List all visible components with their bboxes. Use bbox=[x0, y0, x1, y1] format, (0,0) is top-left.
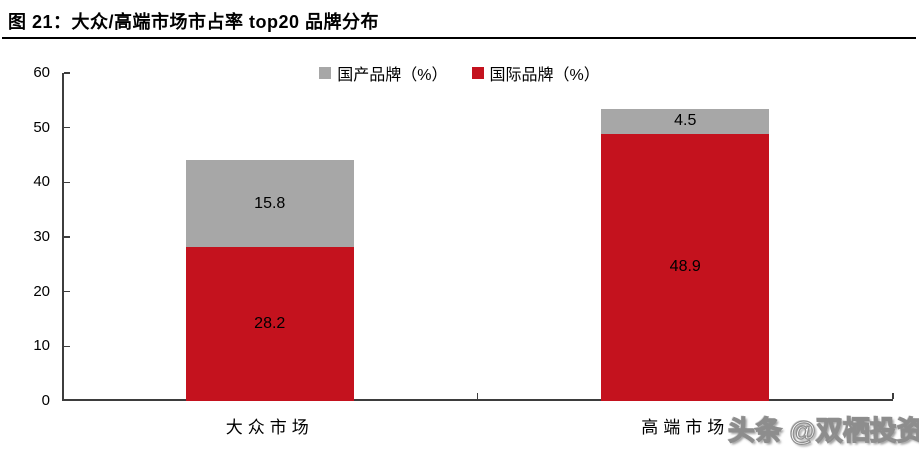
x-axis-tick-2 bbox=[892, 393, 894, 400]
y-axis-label-0: 0 bbox=[41, 392, 50, 409]
watermark: 头条 @双栖投资 bbox=[727, 415, 919, 446]
bar-value-premium-market-domestic: 4.5 bbox=[674, 112, 697, 130]
y-axis-tick-20 bbox=[63, 290, 70, 293]
bar-segment-premium-market-domestic bbox=[601, 109, 770, 134]
bar-value-premium-market-international: 48.9 bbox=[669, 258, 701, 276]
figure-title: 图 21：大众/高端市场市占率 top20 品牌分布 bbox=[8, 12, 380, 32]
y-axis-label-40: 40 bbox=[33, 173, 50, 191]
legend-swatch-domestic bbox=[319, 67, 332, 79]
legend-item-international: 国际品牌（%） bbox=[471, 61, 600, 85]
x-axis-tick-1 bbox=[476, 393, 479, 400]
x-axis bbox=[62, 399, 893, 401]
y-axis-tick-40 bbox=[63, 181, 70, 184]
legend-label-domestic: 国产品牌（%） bbox=[337, 67, 448, 84]
y-axis-tick-30 bbox=[63, 236, 70, 238]
y-axis-tick-60 bbox=[63, 72, 70, 74]
bar-segment-mass-market-domestic bbox=[185, 160, 354, 247]
y-axis-label-60: 60 bbox=[33, 64, 50, 81]
bar-segment-premium-market-international bbox=[601, 133, 770, 401]
y-axis-label-50: 50 bbox=[33, 118, 50, 136]
x-axis-label-premium-market: 高端市场 bbox=[641, 418, 730, 437]
legend-label-international: 国际品牌（%） bbox=[489, 67, 600, 84]
legend-swatch-international bbox=[471, 67, 484, 79]
y-axis-label-10: 10 bbox=[33, 337, 50, 355]
y-axis-tick-50 bbox=[63, 126, 70, 129]
y-axis-label-20: 20 bbox=[33, 282, 50, 300]
y-axis-tick-10 bbox=[63, 345, 70, 348]
bar-value-mass-market-domestic: 15.8 bbox=[254, 194, 286, 212]
y-axis-label-30: 30 bbox=[33, 228, 50, 245]
x-axis-label-mass-market: 大众市场 bbox=[225, 418, 314, 437]
bar-segment-mass-market-international bbox=[185, 246, 354, 401]
title-underline bbox=[2, 37, 916, 39]
plot-area: 28.2 15.8 48.9 4.5 bbox=[62, 72, 894, 401]
bar-value-mass-market-international: 28.2 bbox=[254, 314, 286, 332]
legend-item-domestic: 国产品牌（%） bbox=[319, 61, 448, 85]
legend: 国产品牌（%） 国际品牌（%） bbox=[0, 61, 919, 85]
y-axis bbox=[62, 73, 64, 401]
